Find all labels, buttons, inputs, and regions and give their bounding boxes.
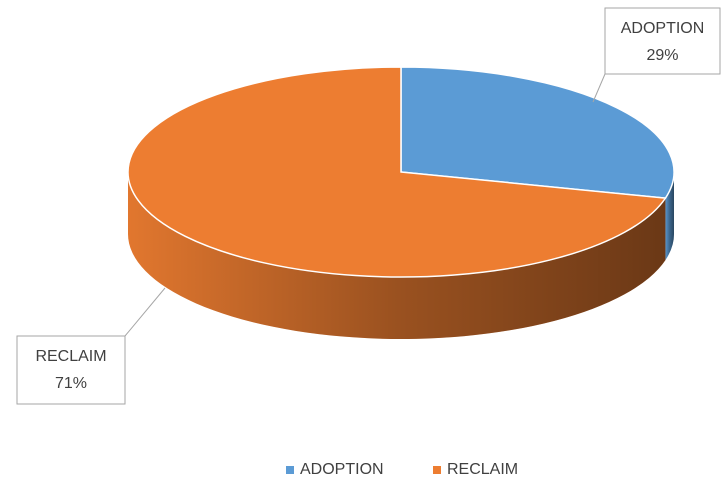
legend-swatch [286,466,294,474]
leader-line [124,287,166,337]
label-box [604,7,721,75]
data-labels: ADOPTION 29% RECLAIM 71% [16,7,721,405]
legend-swatch [433,466,441,474]
slice [127,66,667,278]
label-value: 71% [55,375,87,392]
side-shade [665,172,674,261]
pie [127,66,675,340]
label-category: ADOPTION [621,20,705,37]
legend-label: ADOPTION [300,461,384,478]
legend-label: RECLAIM [447,461,518,478]
label-value: 29% [646,47,678,64]
label-box [16,335,126,405]
slice [400,66,675,199]
side-shade [128,172,666,340]
leader-line [592,73,606,103]
label-category: RECLAIM [35,348,106,365]
legend: ADOPTION RECLAIM [286,461,518,478]
